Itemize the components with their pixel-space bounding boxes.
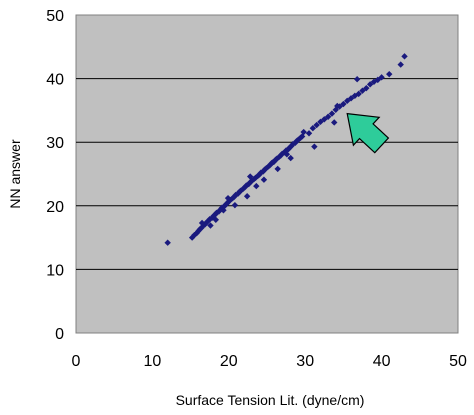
x-tick-label: 40: [373, 353, 391, 370]
data-point: [300, 128, 307, 136]
data-point: [351, 92, 359, 99]
data-point: [231, 201, 239, 209]
data-point: [272, 156, 280, 163]
data-point: [230, 193, 238, 201]
gridlines: [76, 78, 458, 270]
y-tick-label: 50: [46, 8, 64, 25]
data-point: [243, 193, 251, 200]
data-point: [334, 102, 341, 110]
y-tick-label: 30: [46, 135, 64, 152]
data-point: [207, 222, 214, 229]
data-point: [353, 76, 361, 83]
data-point: [311, 143, 318, 150]
data-point: [305, 130, 313, 137]
data-point: [243, 182, 250, 189]
data-point: [220, 207, 227, 214]
data-point: [269, 159, 276, 166]
x-tick-label: 50: [449, 353, 467, 370]
data-point: [287, 154, 294, 162]
annotation-arrow: [346, 112, 390, 154]
x-tick-labels: 0 10 20 30 40 50: [72, 353, 467, 370]
y-tick-label: 40: [46, 72, 64, 89]
data-point: [324, 113, 332, 120]
data-point: [237, 187, 244, 195]
data-point: [401, 53, 408, 60]
data-point: [212, 216, 220, 223]
data-point: [340, 100, 347, 108]
data-point: [386, 70, 393, 78]
data-point: [263, 165, 270, 172]
data-point: [378, 74, 385, 81]
data-point: [164, 239, 171, 246]
data-point: [397, 61, 404, 68]
data-point: [328, 110, 336, 117]
data-point: [363, 84, 370, 92]
annotation-arrow-group: [346, 112, 390, 154]
y-tick-label: 0: [55, 326, 64, 343]
x-tick-label: 20: [220, 353, 238, 370]
plot-area: [75, 14, 459, 334]
data-point: [217, 206, 224, 213]
y-tick-label: 20: [46, 199, 64, 216]
x-tick-label: 0: [72, 353, 81, 370]
data-point: [246, 173, 254, 180]
data-point: [274, 165, 281, 173]
data-point: [248, 177, 255, 185]
data-point: [260, 176, 268, 183]
data-point: [198, 219, 206, 227]
data-point: [253, 182, 260, 190]
x-tick-label: 30: [296, 353, 314, 370]
x-axis-title: Surface Tension Lit. (dyne/cm): [176, 392, 365, 408]
data-point: [208, 214, 216, 222]
x-tick-label: 10: [144, 353, 162, 370]
data-point: [313, 121, 320, 129]
data-points: [164, 53, 408, 246]
data-point: [224, 194, 232, 202]
data-point: [374, 76, 381, 84]
y-tick-labels: 0 10 20 30 40 50: [46, 8, 64, 343]
data-point: [321, 116, 328, 123]
data-point: [355, 90, 362, 98]
data-point: [257, 169, 265, 176]
y-tick-label: 10: [46, 262, 64, 279]
data-point: [309, 125, 317, 132]
data-point: [283, 151, 291, 158]
data-point: [331, 119, 338, 126]
y-axis-title: NN answer: [7, 139, 23, 209]
